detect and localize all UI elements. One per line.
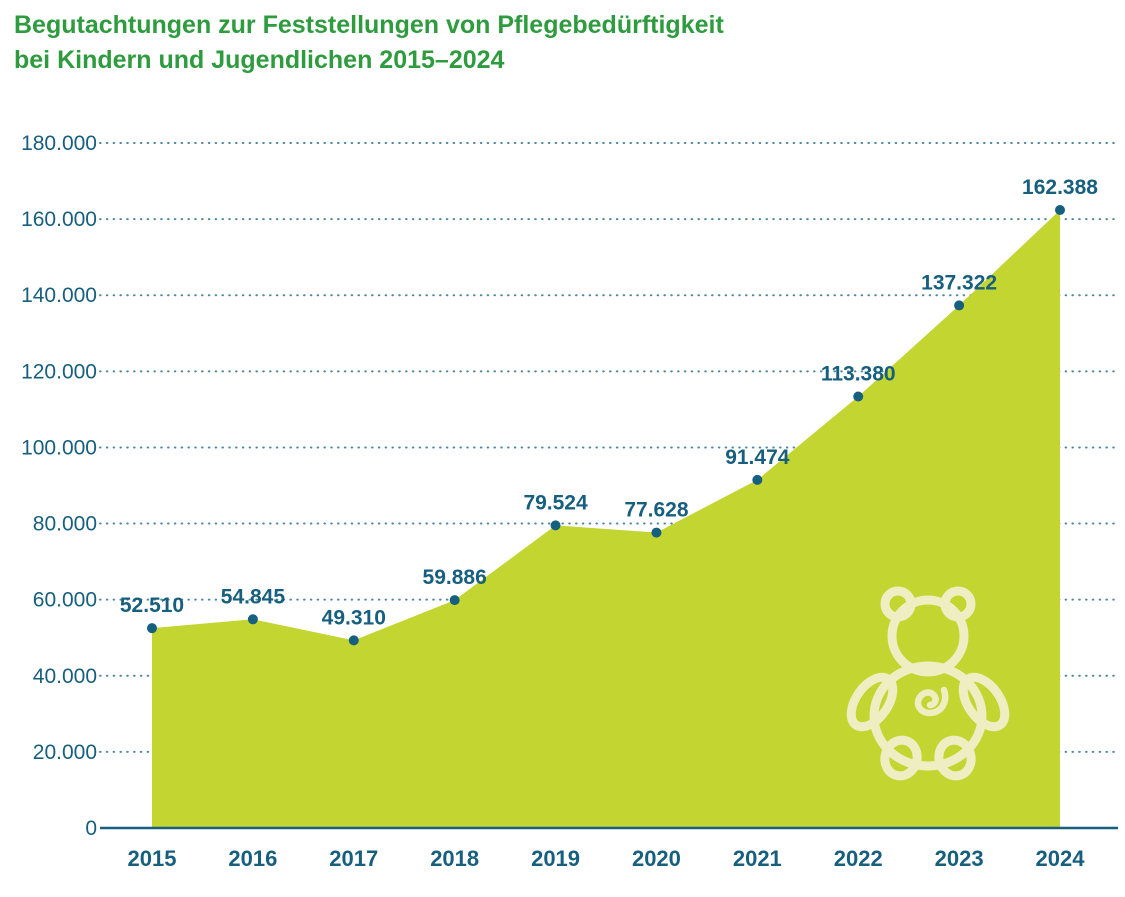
y-axis-label: 80.000: [33, 513, 97, 536]
data-point-2020: [651, 527, 662, 538]
value-label-2018: 59.886: [423, 566, 487, 589]
y-axis-label: 120.000: [21, 360, 97, 383]
x-axis-label-2023: 2023: [935, 846, 984, 871]
chart-title: Begutachtungen zur Feststellungen von Pf…: [14, 8, 724, 78]
x-axis-label-2016: 2016: [228, 846, 277, 871]
x-axis-label-2024: 2024: [1036, 846, 1086, 871]
data-point-2017: [348, 635, 359, 646]
area-fill: [152, 210, 1060, 828]
x-axis-label-2018: 2018: [430, 846, 479, 871]
chart-title-line2: bei Kindern und Jugendlichen 2015–2024: [14, 46, 505, 74]
teddy-bear-icon: [846, 586, 1010, 781]
value-label-2023: 137.322: [921, 271, 997, 294]
data-point-2022: [853, 391, 864, 402]
x-axis-label-2017: 2017: [329, 846, 378, 871]
x-axis-label-2020: 2020: [632, 846, 681, 871]
value-label-2021: 91.474: [725, 446, 790, 469]
value-label-2022: 113.380: [821, 363, 896, 386]
x-axis-label-2022: 2022: [834, 846, 883, 871]
y-axis-label: 180.000: [21, 132, 97, 155]
value-label-2016: 54.845: [221, 585, 286, 608]
data-point-2023: [954, 300, 965, 311]
y-axis-label: 100.000: [21, 436, 97, 459]
x-axis-label-2015: 2015: [128, 846, 177, 871]
data-point-2015: [147, 623, 157, 634]
data-point-2024: [1055, 205, 1065, 216]
data-point-2019: [550, 520, 561, 531]
y-axis-label: 0: [85, 817, 97, 840]
x-axis-label-2021: 2021: [733, 846, 782, 871]
value-label-2020: 77.628: [624, 499, 689, 522]
value-label-2015: 52.510: [120, 594, 184, 617]
value-label-2024: 162.388: [1022, 176, 1098, 199]
y-axis-label: 140.000: [21, 284, 97, 307]
y-axis-label: 160.000: [21, 208, 97, 231]
data-point-2021: [752, 474, 763, 485]
x-axis-label-2019: 2019: [531, 846, 580, 871]
y-axis-label: 60.000: [33, 589, 97, 612]
value-label-2019: 79.524: [523, 491, 588, 514]
y-axis-label: 20.000: [33, 741, 97, 764]
data-point-2018: [449, 595, 460, 606]
chart-title-line1: Begutachtungen zur Feststellungen von Pf…: [14, 11, 724, 39]
data-point-2016: [247, 614, 258, 625]
value-label-2017: 49.310: [322, 606, 386, 629]
y-axis-label: 40.000: [33, 665, 97, 688]
